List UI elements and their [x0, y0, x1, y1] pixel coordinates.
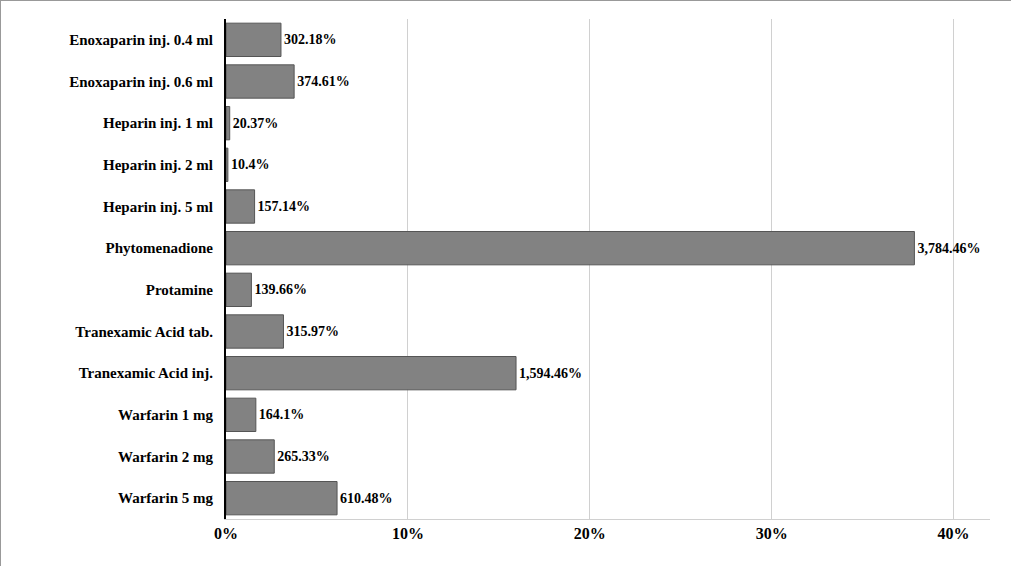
- svg-text:Heparin inj. 5 ml: Heparin inj. 5 ml: [103, 199, 213, 215]
- svg-text:157.14%: 157.14%: [258, 199, 311, 214]
- svg-text:20%: 20%: [574, 525, 606, 542]
- svg-text:0%: 0%: [214, 525, 238, 542]
- svg-text:302.18%: 302.18%: [284, 32, 337, 47]
- svg-text:Warfarin 5 mg: Warfarin 5 mg: [118, 490, 213, 506]
- svg-text:Heparin inj. 2 ml: Heparin inj. 2 ml: [103, 157, 213, 173]
- svg-text:374.61%: 374.61%: [297, 74, 350, 89]
- svg-text:315.97%: 315.97%: [286, 324, 339, 339]
- svg-text:10.4%: 10.4%: [231, 157, 270, 172]
- svg-text:40%: 40%: [938, 525, 970, 542]
- svg-text:Tranexamic Acid inj.: Tranexamic Acid inj.: [79, 365, 214, 381]
- svg-text:Heparin inj. 1 ml: Heparin inj. 1 ml: [103, 115, 213, 131]
- svg-text:30%: 30%: [756, 525, 788, 542]
- svg-text:Enoxaparin inj. 0.4 ml: Enoxaparin inj. 0.4 ml: [69, 32, 213, 48]
- svg-text:Warfarin 1 mg: Warfarin 1 mg: [118, 407, 213, 423]
- svg-text:Phytomenadione: Phytomenadione: [105, 240, 213, 256]
- svg-text:Protamine: Protamine: [146, 282, 214, 298]
- svg-text:610.48%: 610.48%: [340, 491, 393, 506]
- svg-text:139.66%: 139.66%: [254, 282, 307, 297]
- svg-text:Enoxaparin inj. 0.6 ml: Enoxaparin inj. 0.6 ml: [69, 74, 213, 90]
- svg-text:10%: 10%: [392, 525, 424, 542]
- svg-text:265.33%: 265.33%: [277, 449, 330, 464]
- svg-text:Tranexamic Acid tab.: Tranexamic Acid tab.: [75, 324, 213, 340]
- svg-text:1,594.46%: 1,594.46%: [519, 366, 582, 381]
- svg-text:Warfarin 2 mg: Warfarin 2 mg: [118, 449, 213, 465]
- svg-text:20.37%: 20.37%: [233, 116, 279, 131]
- svg-text:164.1%: 164.1%: [259, 407, 305, 422]
- svg-text:3,784.46%: 3,784.46%: [917, 241, 980, 256]
